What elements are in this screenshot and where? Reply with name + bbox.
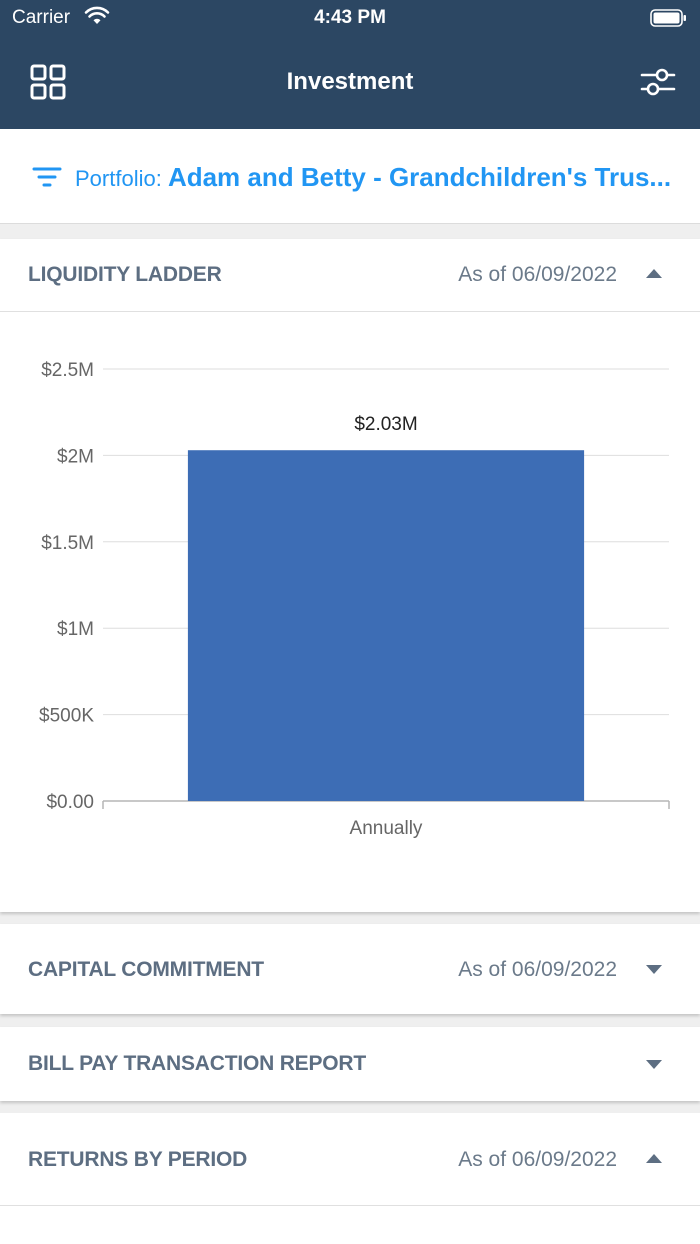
card-title: LIQUIDITY LADDER — [28, 263, 222, 286]
bar-annually — [187, 450, 585, 801]
portfolio-selector[interactable]: Portfolio: Adam and Betty - Grandchildre… — [0, 129, 700, 224]
y-tick-label: $500K — [39, 706, 94, 727]
grid-menu-icon[interactable] — [30, 64, 66, 100]
capital-commitment-card[interactable]: CAPITAL COMMITMENT As of 06/09/2022 — [0, 924, 700, 1014]
y-tick-label: $0.00 — [46, 792, 94, 813]
card-header[interactable]: BILL PAY TRANSACTION REPORT — [0, 1027, 700, 1101]
divider — [0, 1205, 700, 1206]
x-tick-label: Annually — [350, 818, 423, 839]
clock: 4:43 PM — [314, 7, 386, 28]
portfolio-name: Adam and Betty - Grandchildren's Trus... — [167, 162, 672, 192]
y-tick-label: $1M — [57, 619, 94, 640]
card-date: As of 06/09/2022 — [458, 263, 617, 286]
chevron-down-icon[interactable] — [646, 965, 662, 974]
filter-icon — [32, 167, 62, 187]
status-bar: Carrier 4:43 PM — [0, 0, 700, 36]
battery-icon — [650, 9, 686, 27]
liquidity-bar-chart: $0.00 $500K $1M $1.5M $2M $2.5M $2.03M Annually — [39, 360, 670, 839]
card-header[interactable]: RETURNS BY PERIOD As of 06/09/2022 — [0, 1113, 700, 1205]
card-date: As of 06/09/2022 — [458, 958, 617, 981]
card-title: BILL PAY TRANSACTION REPORT — [28, 1052, 367, 1075]
chevron-down-icon[interactable] — [646, 1060, 662, 1069]
settings-sliders-icon[interactable] — [640, 64, 676, 100]
wifi-icon — [84, 6, 110, 24]
y-tick-label: $2.5M — [41, 360, 94, 381]
bill-pay-transaction-card[interactable]: BILL PAY TRANSACTION REPORT — [0, 1027, 700, 1101]
chevron-up-icon[interactable] — [646, 1154, 662, 1163]
liquidity-ladder-card: LIQUIDITY LADDER As of 06/09/2022 $0.00 $… — [0, 239, 700, 912]
nav-bar: Carrier 4:43 PM Investment — [0, 0, 700, 129]
portfolio-label: Portfolio: Adam and Betty - Grandchildre… — [75, 162, 671, 193]
portfolio-prefix: Portfolio: — [75, 166, 168, 191]
card-date: As of 06/09/2022 — [458, 1148, 617, 1171]
y-tick-label: $2M — [57, 446, 94, 467]
divider — [0, 311, 700, 312]
card-title: CAPITAL COMMITMENT — [28, 958, 264, 981]
card-header[interactable]: CAPITAL COMMITMENT As of 06/09/2022 — [0, 924, 700, 1014]
y-tick-label: $1.5M — [41, 533, 94, 554]
card-header[interactable]: LIQUIDITY LADDER As of 06/09/2022 — [0, 239, 700, 311]
data-label: $2.03M — [354, 414, 417, 435]
page-title: Investment — [286, 68, 414, 95]
carrier-label: Carrier — [12, 7, 71, 28]
card-title: RETURNS BY PERIOD — [28, 1148, 248, 1171]
returns-by-period-card: RETURNS BY PERIOD As of 06/09/2022 — [0, 1113, 700, 1244]
chevron-up-icon[interactable] — [646, 269, 662, 278]
